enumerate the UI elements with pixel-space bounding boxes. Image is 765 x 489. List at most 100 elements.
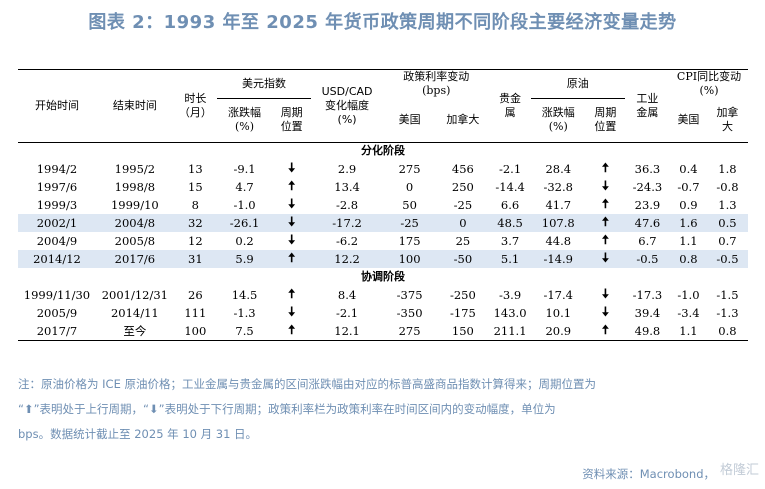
- header-industrial: 工业 金属: [624, 69, 670, 142]
- cell-cad: 12.2: [311, 250, 383, 268]
- cell-cad: 13.4: [334, 180, 360, 194]
- cell-ind: 39.4: [634, 306, 661, 320]
- cell-end: 1999/10: [110, 198, 159, 212]
- cell-end: 2004/8: [95, 214, 174, 232]
- cell-end: 1998/8: [114, 180, 156, 194]
- cell-cpi-us: -0.7: [677, 180, 700, 194]
- arrow-down-icon: 🠇: [601, 179, 609, 194]
- cell-cad: 8.4: [337, 288, 357, 302]
- cell-start: 2005/9: [36, 306, 78, 320]
- cell-r-ca: 456: [451, 162, 474, 176]
- cell-ind: -0.5: [624, 250, 670, 268]
- cell-cad: 2.9: [337, 162, 357, 176]
- cell-ind: 23.9: [634, 198, 661, 212]
- cell-start: 2004/9: [36, 234, 78, 248]
- cell-r-ca: -250: [449, 288, 476, 302]
- header-precious: 贵金属: [489, 69, 531, 142]
- cell-r-us: 0: [405, 180, 414, 194]
- table-row: 1994/2 1995/2 13 -9.1 🠇 2.9 275 456 -2.1 28.4 🠅 36.…: [18, 160, 748, 178]
- cell-ind: 36.3: [634, 162, 661, 176]
- cell-r-ca: 150: [436, 322, 490, 341]
- cell-prec: -3.9: [498, 288, 522, 302]
- cell-cpi-ca: -1.3: [716, 306, 739, 320]
- header-cpi-ca: 加拿大: [716, 105, 739, 133]
- cell-cpi-ca: -0.5: [706, 250, 748, 268]
- cell-oil: 20.9: [530, 322, 586, 341]
- cell-oil: 41.7: [545, 198, 572, 212]
- cell-ind: -17.3: [632, 288, 663, 302]
- cell-dur: 100: [173, 322, 217, 341]
- cell-start: 1997/6: [36, 180, 78, 194]
- cell-cpi-ca: -0.8: [716, 180, 739, 194]
- table-row: 2002/1 2004/8 32 -26.1 🠇 -17.2 -25 0 48.5 107.8 🠅 4…: [18, 214, 748, 232]
- cell-r-us: -25: [382, 214, 437, 232]
- cell-end: 2005/8: [114, 234, 156, 248]
- table-row: 1999/3 1999/10 8 -1.0 🠇 -2.8 50 -25 6.6 41.7 🠅 23.9…: [18, 196, 748, 214]
- cell-cpi-us: -1.0: [677, 288, 700, 302]
- cell-cpi-us: -3.4: [677, 306, 700, 320]
- footnote-line: 注：原油价格为 ICE 原油价格；工业金属与贵金属的区间涨跌幅由对应的标普高盛商…: [18, 377, 596, 391]
- header-usd-change: 涨跌幅 (%): [228, 106, 262, 133]
- cell-r-us: -375: [396, 288, 423, 302]
- cell-dur: 8: [191, 198, 199, 212]
- cell-prec: 6.6: [500, 198, 520, 212]
- watermark-logo: 格隆汇: [719, 463, 759, 478]
- arrow-up-icon: 🠅: [288, 179, 296, 194]
- arrow-down-icon: 🠇: [585, 250, 625, 268]
- cell-oil: 10.1: [545, 306, 572, 320]
- header-duration: 时长 （月）: [173, 69, 217, 142]
- cell-prec: 143.0: [493, 306, 527, 320]
- cell-r-ca: 25: [455, 234, 471, 248]
- header-policy-us: 美国: [398, 112, 421, 126]
- arrow-up-icon: 🠅: [601, 161, 609, 176]
- cell-cad: -6.2: [335, 234, 359, 248]
- cell-ind: 6.7: [638, 234, 657, 248]
- cell-cpi-us: 0.9: [679, 198, 698, 212]
- cell-dur: 32: [173, 214, 217, 232]
- cell-ind: -24.3: [632, 180, 663, 194]
- arrow-down-icon: 🠇: [288, 161, 296, 176]
- cell-dur: 31: [173, 250, 217, 268]
- cell-usd: 7.5: [216, 322, 273, 341]
- header-policy-rate: 政策利率变动 (bps): [382, 69, 490, 98]
- cell-r-us: 275: [398, 162, 421, 176]
- cell-oil: -32.8: [543, 180, 573, 194]
- cell-r-us: 50: [402, 198, 417, 212]
- header-cpi-us: 美国: [677, 112, 700, 126]
- header-policy-ca: 加拿大: [446, 112, 480, 126]
- cell-r-us: 175: [398, 234, 421, 248]
- cell-start: 2014/12: [18, 250, 96, 268]
- cell-start: 1999/3: [36, 198, 78, 212]
- table-row: 2004/9 2005/8 12 0.2 🠇 -6.2 175 25 3.7 44.8 🠅 6.7 1.…: [18, 232, 748, 250]
- cell-usd: -26.1: [216, 214, 273, 232]
- cell-end: 2017/6: [95, 250, 174, 268]
- cell-usd: 4.7: [235, 180, 254, 194]
- cell-prec: 211.1: [489, 322, 531, 341]
- cell-end: 2014/11: [110, 306, 159, 320]
- cell-cpi-ca: 0.5: [706, 214, 748, 232]
- table-row: 1999/11/30 2001/12/31 26 14.5 🠅 8.4 -375 -250 -3…: [18, 286, 748, 304]
- arrow-down-icon: 🠇: [288, 233, 296, 248]
- cell-end: 至今: [95, 322, 174, 341]
- arrow-down-icon: 🠇: [288, 305, 296, 320]
- cell-start: 1999/11/30: [23, 288, 91, 302]
- table-row: 2005/9 2014/11 111 -1.3 🠇 -2.1 -350 -175 143.0 10…: [18, 304, 748, 322]
- cell-r-ca: -50: [436, 250, 490, 268]
- cell-cpi-us: 1.6: [669, 214, 707, 232]
- header-cpi: CPI同比变动 (%): [669, 69, 748, 98]
- cell-ind: 49.8: [624, 322, 670, 341]
- cell-r-ca: -25: [453, 198, 473, 212]
- cell-r-ca: 250: [451, 180, 474, 194]
- cell-end: 1995/2: [114, 162, 156, 176]
- source-text: 资料来源：Macrobond，: [582, 467, 715, 481]
- table-row: 2014/12 2017/6 31 5.9 🠅 12.2 100 -50 5.1 -14.9 🠇 -0…: [18, 250, 748, 268]
- cell-dur: 111: [184, 306, 207, 320]
- section-row: 协调阶段: [18, 268, 748, 286]
- cell-cpi-ca: 0.7: [718, 234, 737, 248]
- header-oil: 原油: [530, 69, 625, 99]
- cell-cad: 12.1: [311, 322, 383, 341]
- header-end: 结束时间: [95, 69, 174, 142]
- cell-prec: -2.1: [498, 162, 522, 176]
- cell-oil: 44.8: [545, 234, 572, 248]
- arrow-up-icon: 🠅: [585, 214, 625, 232]
